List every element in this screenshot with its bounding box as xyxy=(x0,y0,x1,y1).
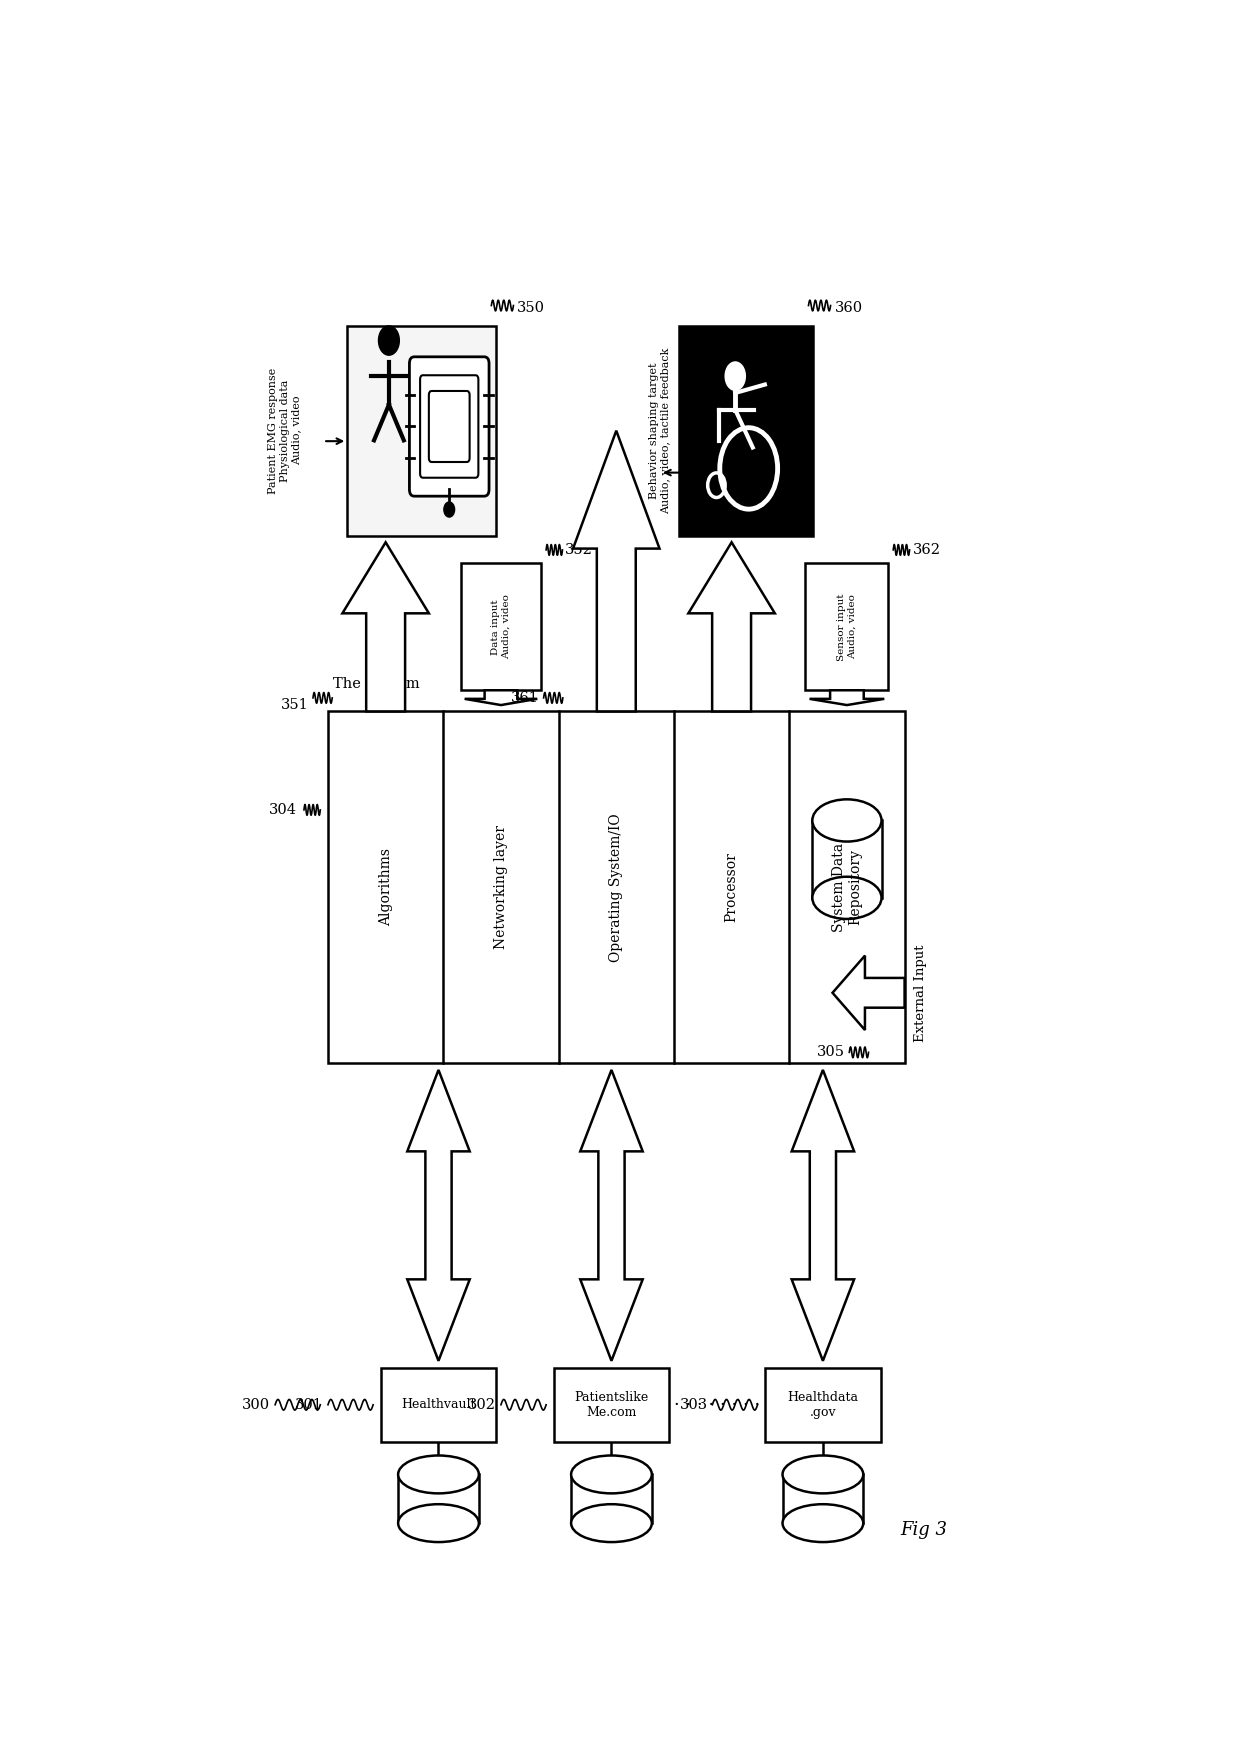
Polygon shape xyxy=(465,691,537,705)
Text: Patient EMG response
Physiological data
Audio, video: Patient EMG response Physiological data … xyxy=(268,367,301,494)
Bar xyxy=(398,1474,479,1523)
Polygon shape xyxy=(580,1070,642,1360)
Ellipse shape xyxy=(398,1504,479,1543)
Text: 300: 300 xyxy=(242,1399,270,1413)
Ellipse shape xyxy=(782,1455,863,1493)
Text: 351: 351 xyxy=(280,698,309,712)
FancyBboxPatch shape xyxy=(420,376,479,478)
Text: The System: The System xyxy=(332,676,419,691)
Ellipse shape xyxy=(572,1455,652,1493)
Text: Data input
Audio, video: Data input Audio, video xyxy=(491,594,511,659)
Text: Patientslike
Me.com: Patientslike Me.com xyxy=(574,1392,649,1418)
Polygon shape xyxy=(791,1070,854,1360)
Text: Healthdata
.gov: Healthdata .gov xyxy=(787,1392,858,1418)
Bar xyxy=(812,821,882,898)
Text: 352: 352 xyxy=(565,543,593,557)
Text: 305: 305 xyxy=(816,1045,844,1059)
Ellipse shape xyxy=(812,877,882,919)
Circle shape xyxy=(725,362,745,390)
Polygon shape xyxy=(407,1070,470,1360)
Polygon shape xyxy=(342,543,429,712)
Text: 361: 361 xyxy=(511,691,539,705)
Text: Processor: Processor xyxy=(724,852,739,922)
Circle shape xyxy=(378,325,399,355)
Text: External Input: External Input xyxy=(914,944,928,1042)
Bar xyxy=(572,1474,652,1523)
Text: Behavior shaping target
Audio, video, tactile feedback: Behavior shaping target Audio, video, ta… xyxy=(649,348,671,513)
Bar xyxy=(678,325,813,536)
Polygon shape xyxy=(832,956,905,1030)
Text: Sensor input
Audio, video: Sensor input Audio, video xyxy=(837,594,857,661)
Ellipse shape xyxy=(812,799,882,842)
FancyBboxPatch shape xyxy=(409,357,489,495)
Polygon shape xyxy=(810,691,884,705)
Text: Algorithms: Algorithms xyxy=(378,849,393,926)
Text: 360: 360 xyxy=(835,300,863,315)
Text: 302: 302 xyxy=(469,1399,496,1413)
Bar xyxy=(347,325,496,536)
Text: · · · · · · · ·: · · · · · · · · xyxy=(675,1395,760,1414)
Bar xyxy=(765,1367,880,1442)
FancyBboxPatch shape xyxy=(429,392,470,462)
Bar xyxy=(806,564,888,691)
Text: 303: 303 xyxy=(680,1399,708,1413)
Text: System Data
Repository: System Data Repository xyxy=(832,843,862,931)
Polygon shape xyxy=(688,543,775,712)
Text: 350: 350 xyxy=(517,300,546,315)
Text: Fig 3: Fig 3 xyxy=(900,1522,947,1539)
Bar xyxy=(381,1367,496,1442)
Ellipse shape xyxy=(398,1455,479,1493)
Text: Healthvault: Healthvault xyxy=(402,1399,476,1411)
Text: Networking layer: Networking layer xyxy=(494,826,508,949)
Circle shape xyxy=(444,503,455,517)
Bar xyxy=(460,564,542,691)
Bar xyxy=(327,712,905,1063)
Bar xyxy=(782,1474,863,1523)
Polygon shape xyxy=(573,430,660,712)
Text: 362: 362 xyxy=(913,543,940,557)
Text: Operating System/IO: Operating System/IO xyxy=(609,813,624,961)
Ellipse shape xyxy=(572,1504,652,1543)
Bar xyxy=(554,1367,670,1442)
Ellipse shape xyxy=(782,1504,863,1543)
Text: 301: 301 xyxy=(295,1399,324,1413)
Text: 304: 304 xyxy=(269,803,298,817)
